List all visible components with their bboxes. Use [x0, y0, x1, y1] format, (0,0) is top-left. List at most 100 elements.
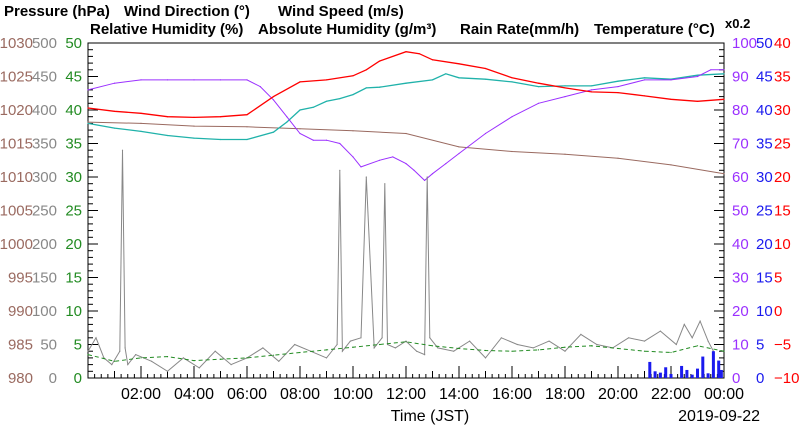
point-wind-direction-50: [643, 340, 646, 342]
point-wind-direction-12: [198, 367, 200, 369]
point-wind-speed-m-s-10: [352, 346, 354, 348]
right-tick-relative_humidity-8: 80: [732, 102, 749, 119]
point-temperature-c-15: [431, 59, 434, 61]
point-absolute-humidity-g-m-3: [166, 134, 169, 137]
point-relative-humidity-5: [219, 79, 222, 81]
point-absolute-humidity-g-m-20: [484, 78, 487, 80]
point-relative-humidity-21: [431, 173, 434, 175]
point-wind-speed-m-s-16: [511, 350, 513, 352]
right-tick-temperature-4: 10: [774, 236, 791, 253]
point-wind-direction-28: [381, 337, 383, 339]
point-wind-direction-40: [484, 357, 487, 359]
point-absolute-humidity-g-m-12: [339, 98, 341, 100]
series-line-wind-direction: [87, 150, 714, 372]
point-absolute-humidity-g-m-25: [617, 80, 619, 82]
series-line-pressure-hpa: [87, 121, 725, 175]
point-absolute-humidity-g-m-22: [537, 86, 540, 88]
x-tick-label-1: 04:00: [174, 386, 214, 403]
rain-bar-8: [685, 369, 689, 378]
rain-bar-9: [690, 374, 694, 378]
left-tick-wind_direction-4: 200: [32, 236, 57, 253]
point-temperature-c-10: [352, 75, 354, 77]
point-absolute-humidity-g-m-11: [325, 100, 328, 102]
series-line-temperature-c: [87, 51, 725, 119]
point-temperature-c-14: [418, 53, 420, 55]
point-wind-speed-m-s-2: [140, 357, 142, 359]
left-tick-wind_speed-7: 35: [65, 136, 82, 153]
point-wind-direction-6: [124, 347, 126, 349]
point-wind-direction-41: [500, 337, 502, 339]
point-relative-humidity-19: [413, 169, 415, 171]
point-absolute-humidity-g-m-19: [458, 77, 460, 79]
rain-bar-13: [711, 351, 715, 378]
plot-frame: [87, 42, 725, 379]
point-wind-direction-37: [437, 347, 439, 349]
x-tick-label-3: 08:00: [280, 386, 320, 403]
rain-bar-11: [701, 356, 705, 378]
x-axis-title: Time (JST): [391, 408, 470, 425]
point-wind-speed-m-s-19: [590, 345, 593, 347]
point-pressure-hpa-4: [299, 128, 301, 130]
point-relative-humidity-18: [405, 163, 407, 165]
left-tick-wind_speed-4: 20: [65, 236, 82, 253]
right-tick-temperature-7: 25: [774, 136, 791, 153]
point-wind-direction-51: [659, 330, 662, 332]
rain-bar-10: [696, 368, 699, 378]
rain-bar-5: [669, 373, 673, 378]
x-tick-label-0: 02:00: [121, 386, 161, 403]
legend-scale-note: x0.2: [725, 16, 750, 31]
point-absolute-humidity-g-m-16: [405, 82, 407, 84]
point-temperature-c-5: [219, 116, 222, 118]
right-tick-rain_rate-9: 45: [756, 69, 773, 86]
point-relative-humidity-2: [140, 79, 142, 81]
right-tick-temperature-0: −10: [774, 370, 799, 387]
point-temperature-c-2: [140, 112, 142, 114]
point-temperature-c-19: [537, 82, 540, 84]
point-temperature-c-20: [564, 87, 566, 89]
point-wind-direction-27: [373, 347, 375, 349]
point-wind-direction-34: [424, 354, 426, 356]
left-tick-wind_speed-2: 10: [65, 303, 82, 320]
point-temperature-c-18: [511, 77, 513, 79]
point-temperature-c-13: [405, 51, 407, 53]
point-pressure-hpa-10: [617, 157, 619, 159]
right-tick-rain_rate-7: 35: [756, 136, 773, 153]
point-pressure-hpa-2: [193, 125, 195, 127]
x-tick-label-10: 22:00: [651, 386, 691, 403]
point-relative-humidity-25: [511, 116, 513, 118]
point-wind-direction-18: [294, 343, 296, 346]
point-wind-speed-m-s-11: [378, 343, 381, 346]
point-absolute-humidity-g-m-10: [312, 106, 314, 108]
legend-absolute-humidity: Absolute Humidity (g/m³): [258, 21, 436, 38]
point-wind-direction-24: [349, 340, 351, 342]
point-wind-speed-m-s-18: [564, 346, 566, 348]
x-tick-label-2: 06:00: [227, 386, 267, 403]
legend-temperature: Temperature (°C): [594, 21, 715, 38]
x-tick-label-11: 00:00: [704, 386, 744, 403]
right-tick-relative_humidity-5: 50: [732, 203, 749, 220]
point-absolute-humidity-g-m-18: [445, 73, 447, 75]
point-relative-humidity-29: [617, 86, 619, 88]
point-wind-direction-11: [182, 357, 184, 359]
point-wind-direction-1: [95, 337, 97, 339]
point-wind-direction-23: [341, 350, 343, 352]
point-relative-humidity-8: [272, 99, 275, 101]
point-relative-humidity-27: [564, 96, 566, 98]
point-pressure-hpa-0: [87, 121, 89, 123]
left-tick-wind_speed-3: 15: [65, 270, 82, 287]
point-temperature-c-16: [458, 63, 460, 65]
point-wind-speed-m-s-15: [484, 349, 487, 352]
point-absolute-humidity-g-m-26: [643, 77, 646, 79]
point-wind-direction-39: [469, 340, 471, 342]
point-wind-speed-m-s-24: [723, 350, 725, 352]
right-tick-rain_rate-5: 25: [756, 203, 773, 220]
point-absolute-humidity-g-m-6: [246, 138, 248, 141]
left-tick-wind_direction-3: 150: [32, 270, 57, 287]
left-tick-pressure-2: 990: [8, 303, 33, 320]
point-wind-direction-14: [230, 364, 232, 366]
left-tick-pressure-1: 985: [8, 337, 33, 354]
point-relative-humidity-15: [360, 166, 362, 168]
rain-bar-4: [664, 367, 668, 378]
right-tick-rain_rate-10: 50: [756, 35, 773, 52]
